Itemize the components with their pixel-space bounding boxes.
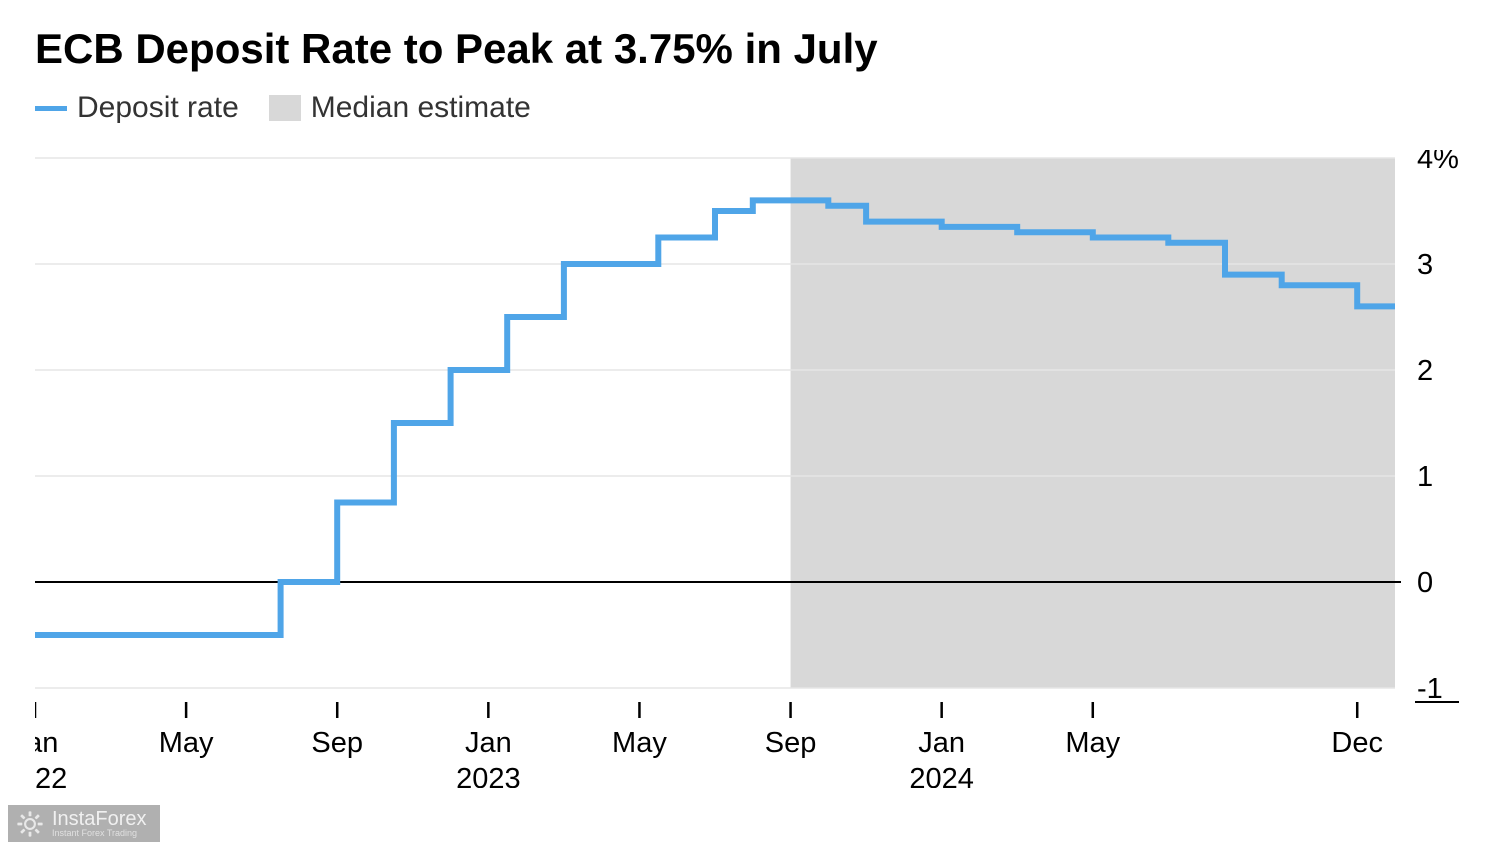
watermark-main: InstaForex	[52, 809, 146, 829]
svg-text:2024: 2024	[909, 763, 974, 788]
chart-container: ECB Deposit Rate to Peak at 3.75% in Jul…	[0, 0, 1500, 808]
legend-item-median-estimate: Median estimate	[269, 91, 531, 125]
chart-title: ECB Deposit Rate to Peak at 3.75% in Jul…	[35, 25, 1465, 73]
watermark-sub: Instant Forex Trading	[52, 829, 146, 838]
svg-text:Sep: Sep	[311, 727, 363, 759]
legend-item-deposit-rate: Deposit rate	[35, 91, 239, 125]
watermark: InstaForex Instant Forex Trading	[8, 805, 160, 842]
svg-text:Jan: Jan	[465, 727, 512, 759]
chart-plot-area: -1 0 1 2 3 4% Jan 2022 May Sep Jan 2023 May Sep Jan 202…	[35, 150, 1465, 788]
svg-text:3: 3	[1417, 249, 1433, 281]
svg-text:Jan: Jan	[918, 727, 965, 759]
svg-text:Sep: Sep	[765, 727, 817, 759]
svg-text:May: May	[612, 727, 667, 759]
svg-text:0: 0	[1417, 567, 1433, 599]
svg-text:May: May	[159, 727, 214, 759]
chart-legend: Deposit rate Median estimate	[35, 91, 1465, 125]
watermark-gear-icon	[16, 810, 44, 838]
legend-label: Median estimate	[311, 91, 531, 125]
legend-line-icon	[35, 106, 67, 111]
svg-text:Jan: Jan	[35, 727, 58, 759]
svg-text:2023: 2023	[456, 763, 521, 788]
svg-text:4%: 4%	[1417, 150, 1459, 175]
watermark-text: InstaForex Instant Forex Trading	[52, 809, 146, 838]
svg-text:Dec: Dec	[1331, 727, 1383, 759]
svg-text:May: May	[1065, 727, 1120, 759]
svg-text:2022: 2022	[35, 763, 67, 788]
chart-svg: -1 0 1 2 3 4% Jan 2022 May Sep Jan 2023 May Sep Jan 202…	[35, 150, 1470, 788]
legend-label: Deposit rate	[77, 91, 239, 125]
svg-text:-1: -1	[1417, 673, 1443, 705]
legend-box-icon	[269, 95, 301, 121]
svg-text:2: 2	[1417, 355, 1433, 387]
svg-text:1: 1	[1417, 461, 1433, 493]
